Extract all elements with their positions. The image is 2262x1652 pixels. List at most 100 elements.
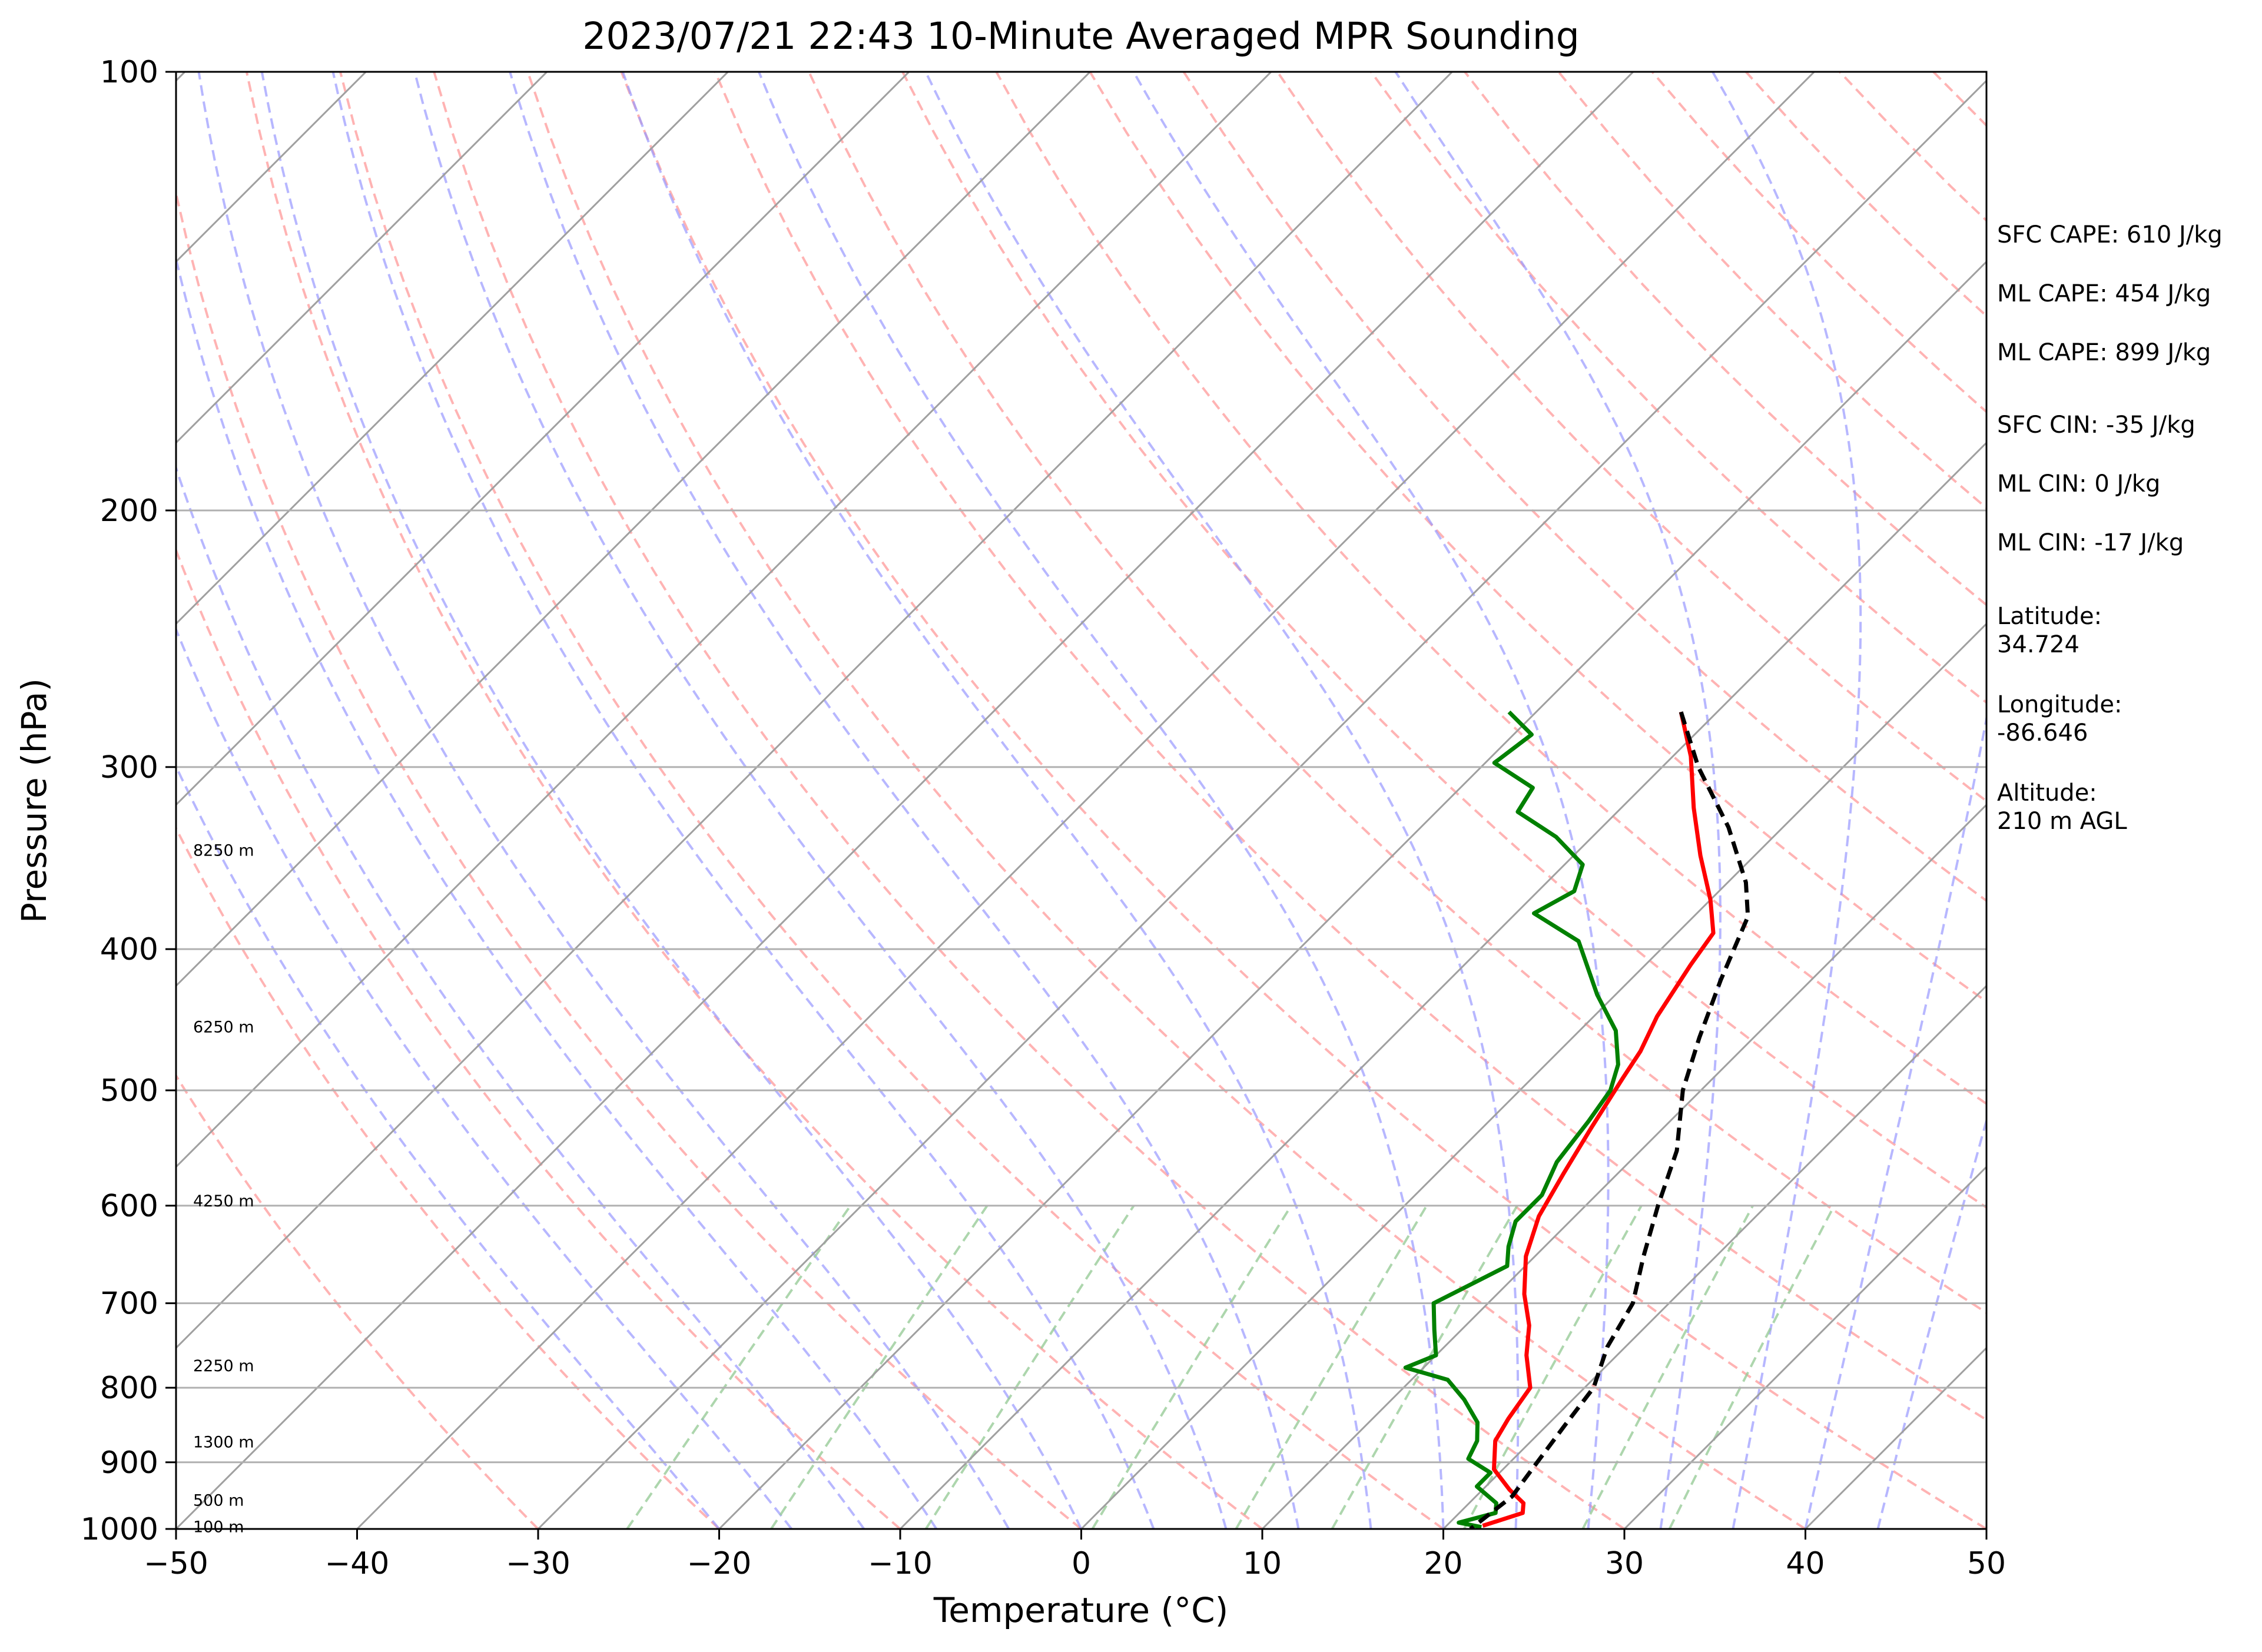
moist-adiabat — [924, 72, 1520, 1529]
moist-adiabat — [509, 72, 1300, 1529]
isotherm — [718, 260, 1986, 1529]
x-axis: −50 −40 −30 −20 −10 0 10 20 30 40 50 — [144, 1529, 2006, 1581]
mixing-ratio-line — [1235, 1205, 1428, 1529]
x-tick-label: 10 — [1243, 1546, 1282, 1581]
y-tick-label: 800 — [100, 1371, 158, 1406]
reference-lines — [0, 72, 1986, 1529]
latitude-label: Latitude: — [1997, 603, 2102, 630]
ml-cin-text-2: ML CIN: -17 J/kg — [1997, 529, 2184, 556]
dry-adiabat — [339, 72, 1444, 1529]
y-tick-label: 500 — [100, 1073, 158, 1109]
dry-adiabat — [526, 72, 1806, 1529]
x-tick-label: −10 — [868, 1546, 933, 1581]
altitude-label: Altitude: — [1997, 779, 2097, 807]
x-tick-label: −40 — [325, 1546, 390, 1581]
moist-adiabat — [260, 72, 1083, 1529]
isotherm — [176, 72, 548, 444]
moist-adiabat — [413, 72, 1228, 1529]
isotherm — [176, 72, 1634, 1529]
isotherm — [1623, 1165, 1986, 1529]
isotherm — [1261, 803, 1986, 1529]
sfc-cape-text: SFC CAPE: 610 J/kg — [1997, 221, 2223, 248]
x-tick-label: 30 — [1605, 1546, 1644, 1581]
y-tick-label: 1000 — [81, 1512, 158, 1547]
dry-adiabat — [433, 72, 1626, 1529]
isotherm — [176, 72, 729, 625]
x-tick-label: 50 — [1967, 1546, 2006, 1581]
y-tick-label: 400 — [100, 932, 158, 967]
height-label: 4250 m — [193, 1192, 254, 1210]
side-panel: SFC CAPE: 610 J/kg ML CAPE: 454 J/kg ML … — [1997, 221, 2223, 835]
isotherm — [356, 72, 1815, 1529]
y-tick-label: 100 — [100, 55, 158, 90]
dry-adiabat — [176, 1073, 539, 1529]
isotherm — [176, 72, 910, 807]
height-label: 8250 m — [193, 842, 254, 860]
x-axis-label: Temperature (°C) — [933, 1590, 1229, 1630]
dewpoint-profile — [1403, 710, 1620, 1529]
mixing-ratio-line — [1581, 1205, 1754, 1529]
dry-adiabat — [1276, 72, 1986, 803]
isotherm — [899, 441, 1986, 1529]
ml-cin-text: ML CIN: 0 J/kg — [1997, 470, 2160, 497]
height-label: 1300 m — [193, 1434, 254, 1452]
moist-adiabat — [176, 764, 721, 1529]
dry-adiabat — [176, 188, 1082, 1529]
altitude-value: 210 m AGL — [1997, 808, 2127, 835]
dry-adiabat — [995, 72, 1986, 1106]
y-tick-label: 600 — [100, 1189, 158, 1224]
moist-adiabat — [1876, 1116, 1986, 1529]
dry-adiabat — [714, 72, 1986, 1422]
y-tick-label: 300 — [100, 750, 158, 785]
chart-title: 2023/07/21 22:43 10-Minute Averaged MPR … — [582, 15, 1580, 58]
sfc-cin-text: SFC CIN: -35 J/kg — [1997, 412, 2195, 439]
x-tick-label: 40 — [1786, 1546, 1825, 1581]
longitude-value: -86.646 — [1997, 719, 2088, 747]
latitude-value: 34.724 — [1997, 631, 2079, 658]
y-tick-label: 700 — [100, 1286, 158, 1322]
plot-background — [176, 72, 1986, 1529]
moist-adiabat — [621, 72, 1372, 1529]
temperature-profile — [1482, 711, 1716, 1528]
moist-adiabat — [1712, 72, 1862, 1529]
y-axis-label: Pressure (hPa) — [14, 678, 54, 923]
dry-adiabat — [1370, 72, 1986, 704]
height-label: 500 m — [193, 1492, 244, 1510]
height-labels: 8250 m 6250 m 4250 m 2250 m 1300 m 500 m 100 m — [193, 842, 254, 1537]
y-tick-label: 200 — [100, 493, 158, 529]
moist-adiabat — [1804, 712, 1986, 1529]
parcel-profile — [1469, 711, 1750, 1529]
longitude-label: Longitude: — [1997, 691, 2122, 718]
moist-adiabat — [1394, 72, 1722, 1529]
moist-adiabat — [197, 72, 1010, 1529]
isotherm — [1080, 622, 1986, 1529]
moist-adiabat — [331, 72, 1155, 1529]
moist-adiabat — [176, 253, 938, 1529]
dry-adiabat — [620, 72, 1986, 1529]
x-tick-label: −50 — [144, 1546, 208, 1581]
isotherm — [1442, 984, 1986, 1529]
mixing-ratio-line — [1331, 1205, 1518, 1529]
height-label: 6250 m — [193, 1018, 254, 1036]
dry-adiabat — [1089, 72, 1986, 1003]
moist-adiabat — [176, 626, 793, 1529]
x-tick-label: 0 — [1072, 1546, 1091, 1581]
moist-adiabat — [758, 72, 1445, 1529]
height-label: 2250 m — [193, 1357, 254, 1375]
dry-adiabat — [1182, 72, 1986, 903]
x-tick-label: −20 — [687, 1546, 752, 1581]
moist-adiabat — [1132, 72, 1610, 1529]
ml-cape-text: ML CAPE: 454 J/kg — [1997, 280, 2211, 307]
height-label: 100 m — [193, 1518, 244, 1537]
dry-adiabat — [245, 72, 1263, 1529]
isotherm — [0, 72, 4, 1529]
dry-adiabat — [808, 72, 1986, 1315]
dry-adiabat — [901, 72, 1986, 1209]
isotherm — [176, 72, 1272, 1169]
x-tick-label: 20 — [1424, 1546, 1462, 1581]
isotherm — [176, 72, 1453, 1349]
isotherm — [537, 79, 1986, 1529]
ml-cape-text-2: ML CAPE: 899 J/kg — [1997, 339, 2211, 366]
dry-adiabat — [176, 547, 901, 1529]
